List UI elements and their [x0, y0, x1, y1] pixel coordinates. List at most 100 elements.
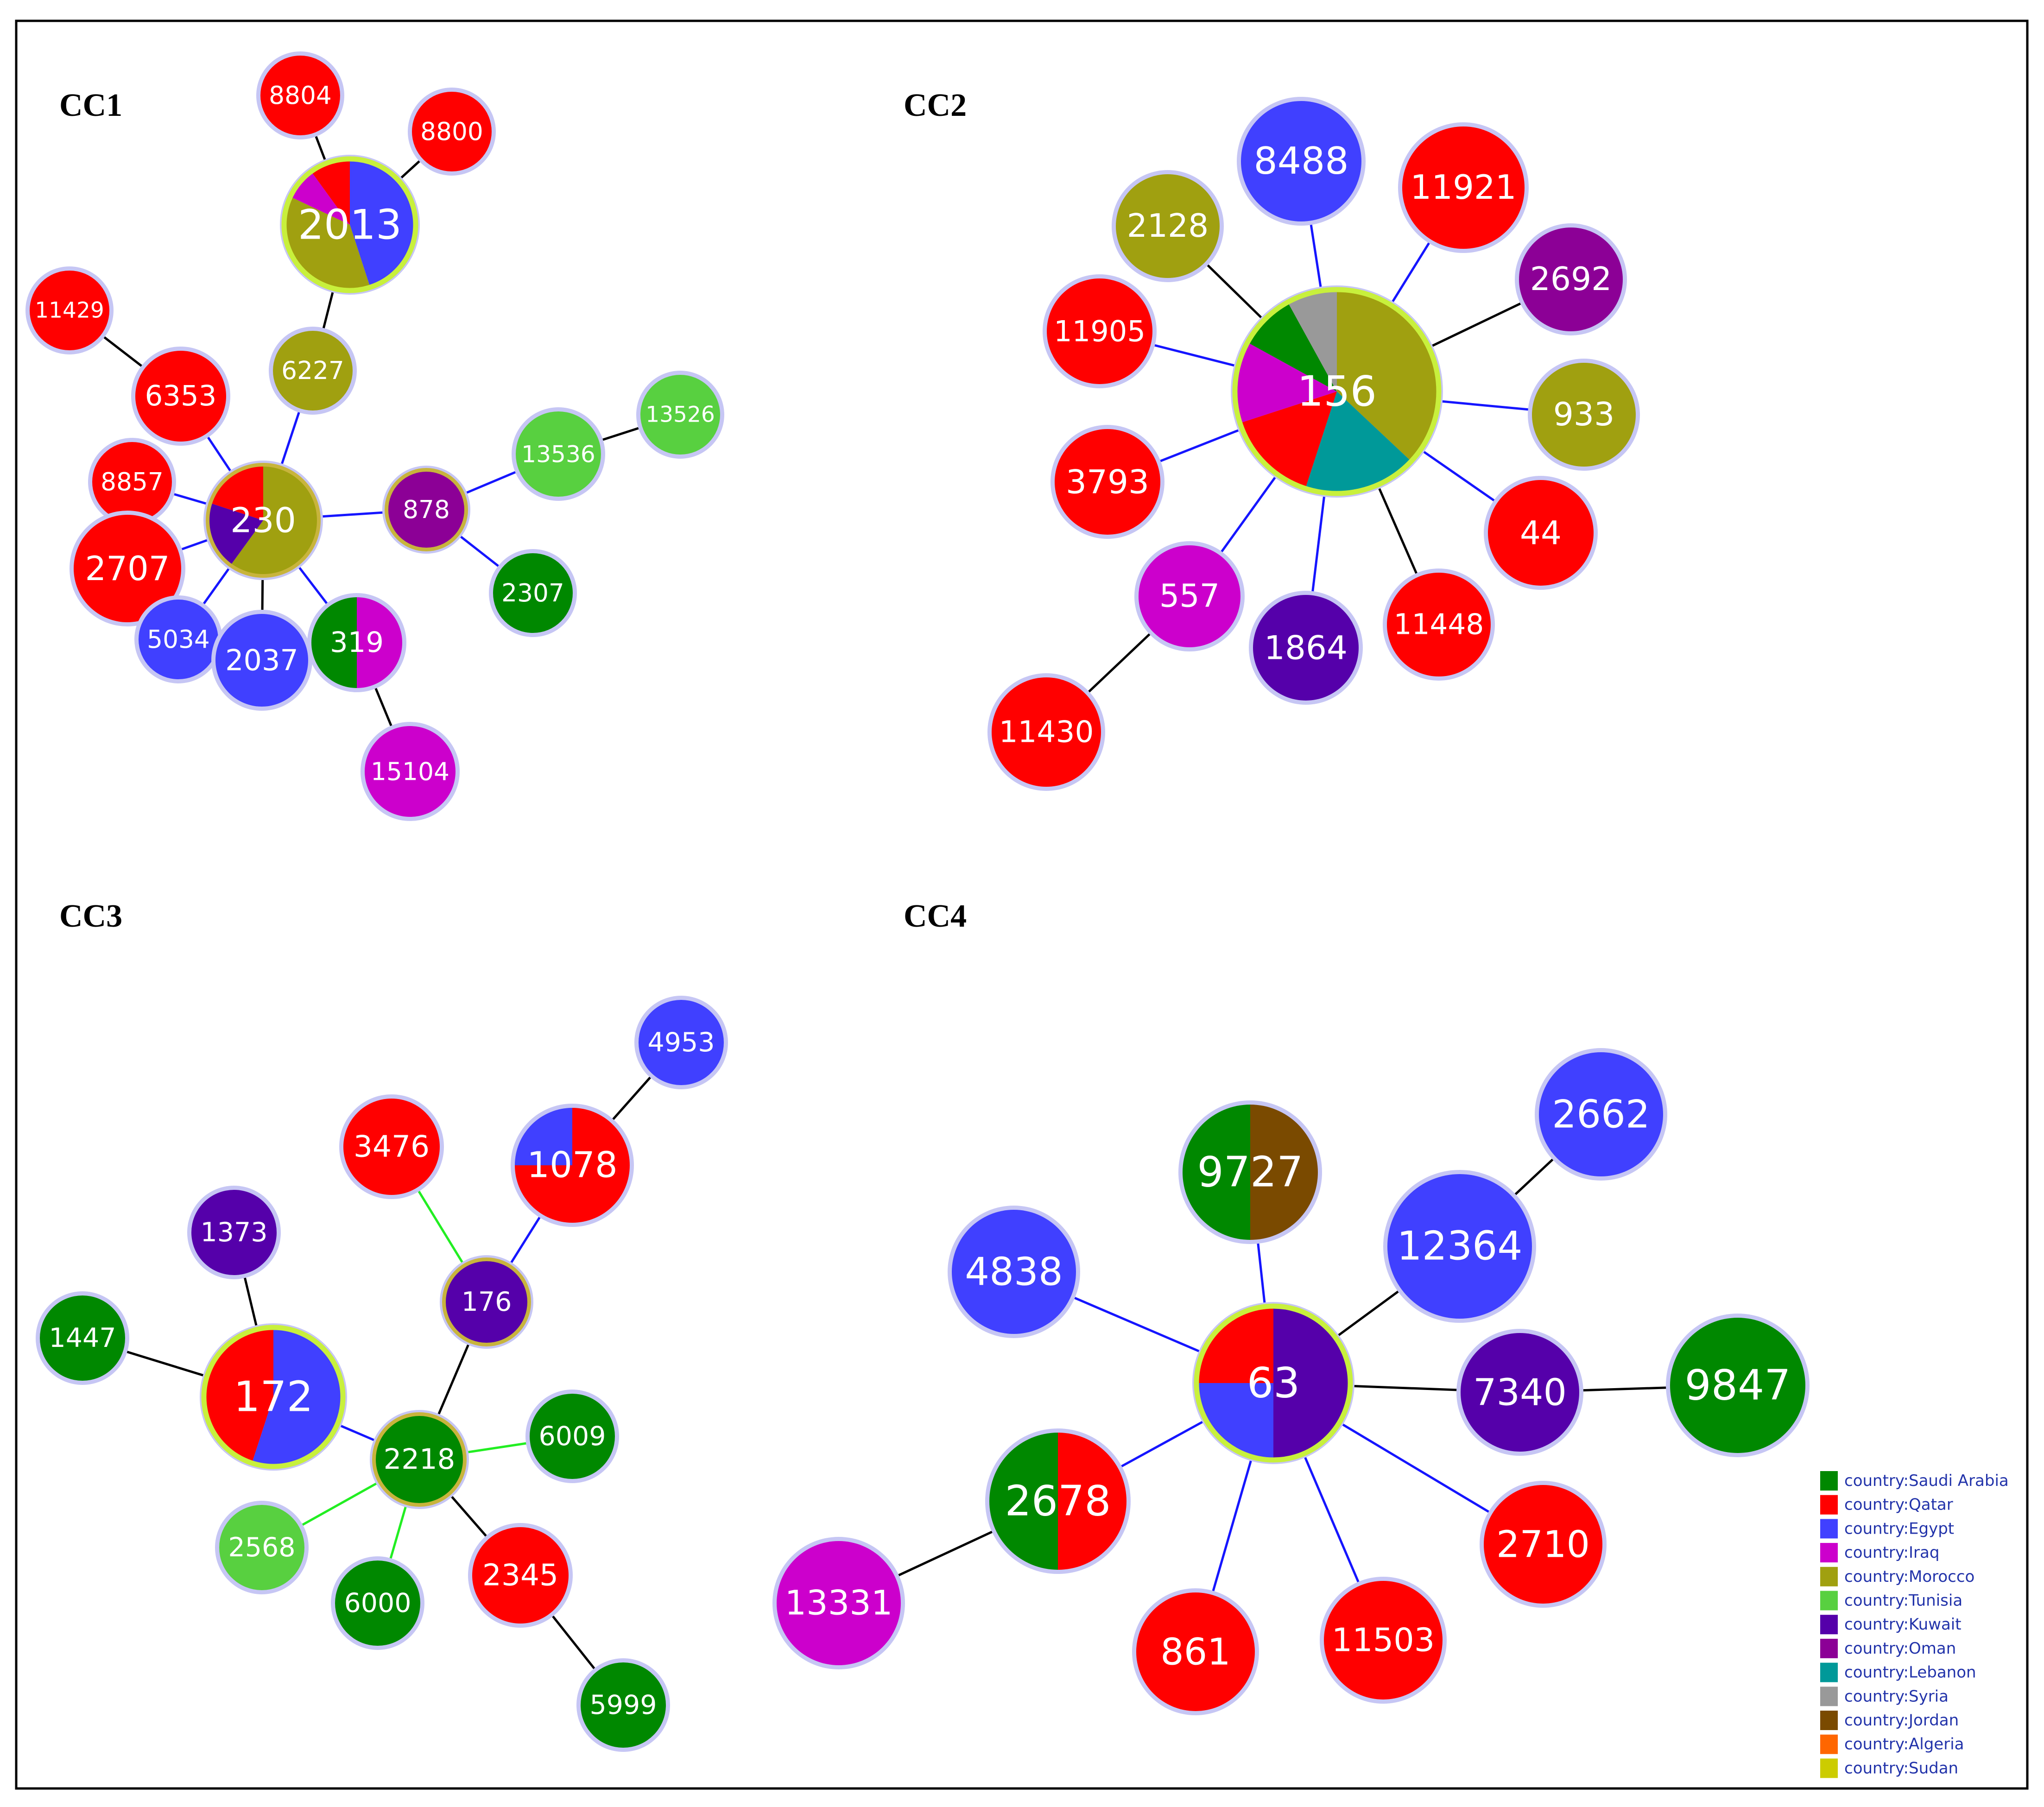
node-label: 13526: [645, 402, 715, 428]
pie-slice-qatar: [992, 677, 1101, 787]
node-13526[interactable]: 13526: [636, 371, 724, 459]
cluster-title-cc1: CC1: [59, 88, 122, 123]
legend-label: country:Tunisia: [1844, 1592, 1962, 1610]
node-13536[interactable]: 13536: [512, 407, 605, 501]
legend-box: [1819, 1468, 2016, 1783]
node-8804[interactable]: 8804: [256, 51, 344, 139]
node-230[interactable]: 230: [203, 461, 323, 580]
node-4953[interactable]: 4953: [634, 996, 728, 1089]
pie-slice-qatar: [1240, 392, 1337, 489]
node-label: 156: [1297, 367, 1377, 416]
pie-slice-iraq: [357, 597, 402, 688]
pie-slice-morocco: [1532, 363, 1636, 467]
node-label: 6000: [344, 1588, 411, 1618]
node-15104[interactable]: 15104: [361, 722, 460, 821]
node-label: 6009: [538, 1421, 606, 1452]
pie-slice-iraq: [1139, 545, 1240, 647]
node-319[interactable]: 319: [307, 593, 406, 692]
pie-slice-qatar: [1196, 1306, 1273, 1383]
node-label: 230: [230, 500, 296, 541]
pie-slice-qatar: [92, 442, 172, 522]
legend-label: country:Qatar: [1844, 1496, 1953, 1514]
node-2707[interactable]: 2707: [70, 511, 185, 626]
node-4838[interactable]: 4838: [948, 1206, 1080, 1338]
pie-slice-kuwait: [1461, 1333, 1579, 1452]
node-2128[interactable]: 2128: [1112, 170, 1224, 282]
node-933[interactable]: 933: [1528, 359, 1640, 471]
pie-slice-qatar: [1484, 1485, 1602, 1604]
node-6227[interactable]: 6227: [269, 327, 357, 415]
node-12364[interactable]: 12364: [1383, 1170, 1536, 1323]
founder-ring: [206, 463, 321, 578]
legend-swatch-lebanon: [1820, 1662, 1838, 1682]
pie-slice-qatar: [260, 56, 340, 135]
node-2013[interactable]: 2013: [280, 155, 420, 295]
node-11921[interactable]: 11921: [1398, 122, 1529, 253]
pie-slice-qatar: [1387, 573, 1491, 676]
node-2218[interactable]: 2218: [370, 1410, 469, 1509]
pie-slice-egypt: [952, 1210, 1076, 1334]
node-7340[interactable]: 7340: [1456, 1329, 1583, 1456]
node-3793[interactable]: 3793: [1050, 425, 1164, 539]
pie-slice-qatar: [343, 1099, 440, 1195]
node-878[interactable]: 878: [382, 466, 470, 554]
node-9847[interactable]: 9847: [1666, 1314, 1810, 1457]
node-557[interactable]: 557: [1134, 541, 1245, 651]
node-1078[interactable]: 1078: [511, 1104, 634, 1227]
node-label: 2307: [501, 579, 564, 607]
node-2662[interactable]: 2662: [1535, 1048, 1667, 1181]
node-1373[interactable]: 1373: [187, 1186, 281, 1279]
node-label: 9727: [1197, 1148, 1303, 1197]
node-2692[interactable]: 2692: [1515, 223, 1627, 335]
pie-slice-morocco: [273, 331, 353, 411]
node-2307[interactable]: 2307: [489, 549, 577, 637]
node-861[interactable]: 861: [1132, 1588, 1259, 1715]
node-176[interactable]: 176: [440, 1255, 533, 1349]
node-2568[interactable]: 2568: [215, 1501, 309, 1594]
pie-slice-qatar: [30, 271, 109, 350]
legend-label: country:Algeria: [1844, 1735, 1964, 1754]
pie-slice-qatar: [1324, 1581, 1443, 1700]
node-6353[interactable]: 6353: [131, 347, 230, 446]
pie-slice-oman: [1519, 227, 1623, 331]
pie-slice-egypt: [350, 159, 416, 288]
node-11430[interactable]: 11430: [987, 673, 1105, 791]
node-11503[interactable]: 11503: [1320, 1577, 1447, 1704]
node-label: 9847: [1684, 1361, 1791, 1410]
node-11905[interactable]: 11905: [1043, 274, 1157, 388]
pie-slice-saudi-arabia: [530, 1394, 615, 1479]
node-1864[interactable]: 1864: [1249, 591, 1363, 705]
node-172[interactable]: 172: [200, 1323, 347, 1471]
node-5999[interactable]: 5999: [576, 1658, 670, 1752]
node-3476[interactable]: 3476: [339, 1094, 444, 1199]
pie-slice-qatar: [1058, 1433, 1126, 1570]
node-2037[interactable]: 2037: [211, 610, 312, 711]
node-5034[interactable]: 5034: [134, 595, 222, 683]
node-2678[interactable]: 2678: [985, 1428, 1131, 1574]
node-label: 6227: [281, 356, 344, 385]
node-label: 1447: [49, 1323, 116, 1353]
legend-swatch-kuwait: [1820, 1615, 1838, 1635]
node-13331[interactable]: 13331: [772, 1537, 905, 1669]
node-2710[interactable]: 2710: [1480, 1481, 1607, 1608]
node-11448[interactable]: 11448: [1383, 569, 1495, 681]
node-8857[interactable]: 8857: [88, 438, 176, 526]
node-6009[interactable]: 6009: [525, 1390, 619, 1483]
pie-slice-kuwait: [208, 503, 263, 566]
node-1447[interactable]: 1447: [36, 1291, 129, 1385]
legend-swatch-iraq: [1820, 1543, 1838, 1563]
node-label: 319: [330, 626, 384, 659]
node-8800[interactable]: 8800: [408, 88, 496, 176]
node-label: 11503: [1332, 1622, 1435, 1659]
node-44[interactable]: 44: [1484, 476, 1598, 590]
pie-slice-qatar: [311, 159, 350, 225]
node-6000[interactable]: 6000: [331, 1556, 424, 1650]
founder-ring: [201, 1325, 346, 1469]
node-9727[interactable]: 9727: [1178, 1100, 1322, 1244]
node-156[interactable]: 156: [1231, 285, 1443, 498]
node-63[interactable]: 63: [1192, 1302, 1354, 1464]
pie-slice-iraq: [290, 171, 350, 225]
node-11429[interactable]: 11429: [25, 266, 114, 354]
node-2345[interactable]: 2345: [468, 1523, 573, 1628]
node-8488[interactable]: 8488: [1237, 97, 1366, 226]
